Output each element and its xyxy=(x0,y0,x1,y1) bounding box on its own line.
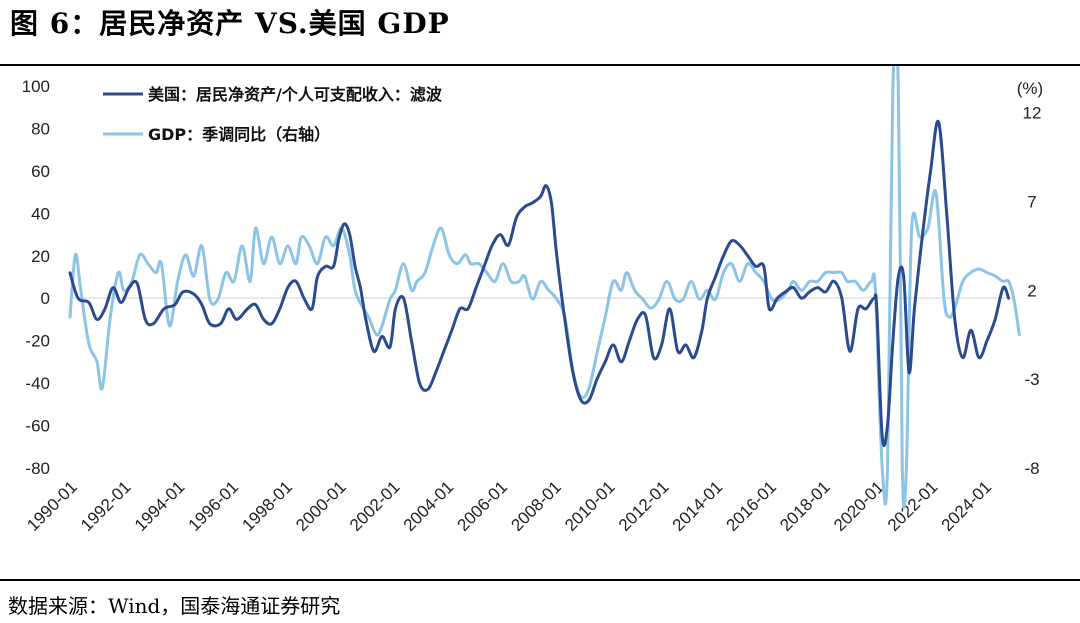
left-tick-label: 100 xyxy=(22,77,50,96)
right-axis-unit: (%) xyxy=(1017,79,1043,98)
x-tick-label: 1996-01 xyxy=(185,477,243,535)
right-tick-label: 7 xyxy=(1027,192,1036,211)
line-chart: 100 80 60 40 20 0 -20 -40 -60 -80 (%) 12 7 2 -3 -8 199… xyxy=(22,66,1043,535)
series-networth-line xyxy=(68,119,1011,448)
x-tick-label: 1998-01 xyxy=(238,477,296,535)
right-axis: (%) 12 7 2 -3 -8 xyxy=(1017,79,1043,478)
x-tick-label: 2018-01 xyxy=(776,477,834,535)
right-tick-label: 2 xyxy=(1027,281,1036,300)
figure-title: 图 6：居民净资产 VS.美国 GDP xyxy=(10,7,450,40)
left-tick-label: -60 xyxy=(25,417,50,436)
left-tick-label: 40 xyxy=(31,204,50,223)
left-tick-label: -20 xyxy=(25,332,50,351)
x-axis: 1990-011992-011994-011996-011998-012000-… xyxy=(23,477,995,535)
series-layer xyxy=(68,66,1021,509)
left-tick-label: 0 xyxy=(41,289,50,308)
x-tick-label: 2014-01 xyxy=(669,477,727,535)
x-tick-label: 1992-01 xyxy=(77,477,135,535)
x-tick-label: 2024-01 xyxy=(938,477,996,535)
x-tick-label: 2016-01 xyxy=(722,477,780,535)
left-tick-label: -40 xyxy=(25,374,50,393)
legend-label-networth: 美国：居民净资产/个人可支配收入：滤波 xyxy=(148,85,443,104)
x-tick-label: 1990-01 xyxy=(23,477,81,535)
right-tick-label: 12 xyxy=(1023,104,1042,123)
x-tick-label: 1994-01 xyxy=(131,477,189,535)
top-rule xyxy=(0,64,1080,66)
left-axis: 100 80 60 40 20 0 -20 -40 -60 -80 xyxy=(22,77,50,478)
right-tick-label: -3 xyxy=(1024,370,1039,389)
right-tick-label: -8 xyxy=(1024,459,1039,478)
x-tick-label: 2000-01 xyxy=(292,477,350,535)
x-tick-label: 2002-01 xyxy=(346,477,404,535)
left-tick-label: -80 xyxy=(25,459,50,478)
x-tick-label: 2010-01 xyxy=(561,477,619,535)
x-tick-label: 2006-01 xyxy=(454,477,512,535)
x-tick-label: 2004-01 xyxy=(400,477,458,535)
x-tick-label: 2020-01 xyxy=(830,477,888,535)
left-tick-label: 20 xyxy=(31,247,50,266)
left-tick-label: 60 xyxy=(31,162,50,181)
bottom-rule xyxy=(0,579,1080,581)
left-tick-label: 80 xyxy=(31,119,50,138)
source-note: 数据来源：Wind，国泰海通证券研究 xyxy=(8,594,341,618)
x-tick-label: 2008-01 xyxy=(507,477,565,535)
x-tick-label: 2012-01 xyxy=(615,477,673,535)
x-tick-label: 2022-01 xyxy=(884,477,942,535)
legend-label-gdp: GDP：季调同比（右轴） xyxy=(148,125,330,144)
legend: 美国：居民净资产/个人可支配收入：滤波 GDP：季调同比（右轴） xyxy=(103,85,443,144)
